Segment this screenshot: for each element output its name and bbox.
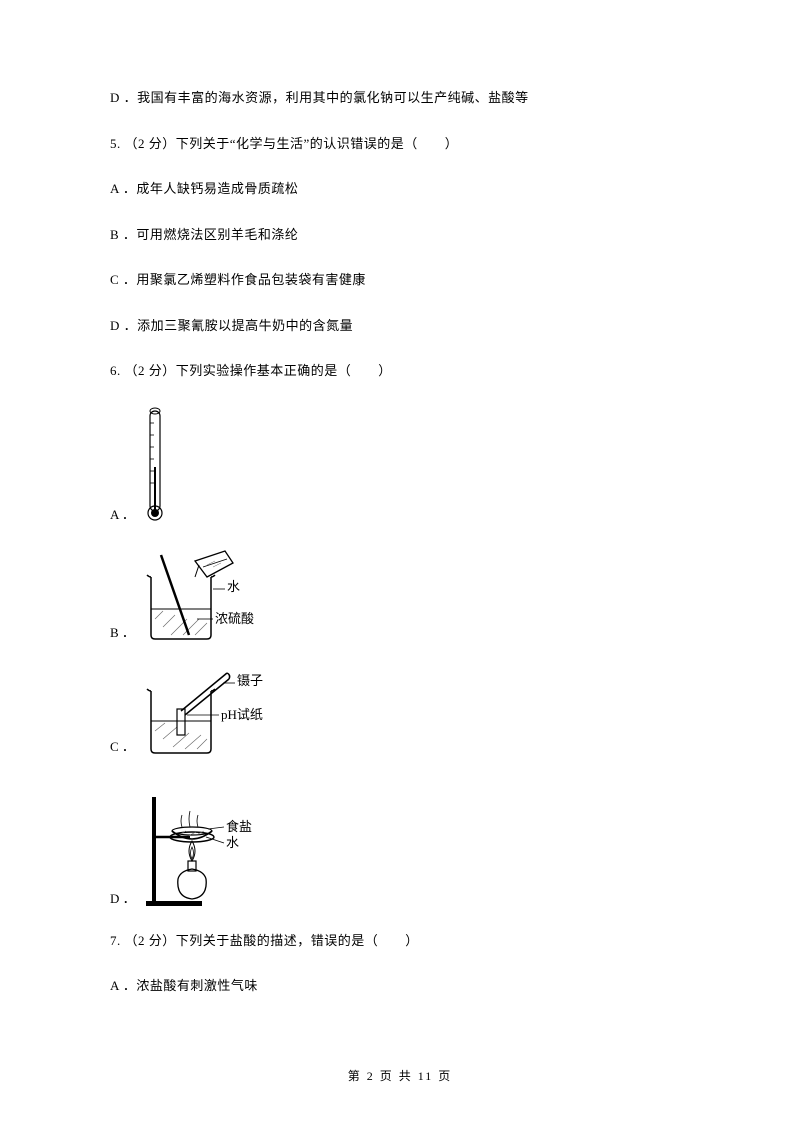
tweezers-label: 镊子: [237, 673, 263, 688]
q5-optC: C ．用聚氯乙烯塑料作食品包装袋有害健康: [110, 270, 690, 290]
q5-stem: 5. （2 分）下列关于“化学与生活”的认识错误的是（ ）: [110, 134, 690, 154]
ph-paper-label: pH试纸: [221, 707, 263, 722]
q7-stem: 7. （2 分）下列关于盐酸的描述，错误的是（ ）: [110, 931, 690, 951]
evaporation-diagram: 食盐 水: [142, 779, 282, 909]
acid-label: 浓硫酸: [215, 611, 254, 626]
water-label: 水: [227, 579, 240, 594]
q7-optA: A ．浓盐酸有刺激性气味: [110, 976, 690, 996]
water-label-d: 水: [226, 835, 239, 850]
q5-optA: A ．成年人缺钙易造成骨质疏松: [110, 179, 690, 199]
q6-optD-label: D ．: [110, 888, 136, 909]
q6-optC-row: C ． 镊子: [110, 665, 690, 757]
salt-label: 食盐: [226, 819, 252, 834]
ph-paper-diagram: 镊子 pH试纸: [141, 665, 301, 757]
q5-optB: B ．可用燃烧法区别羊毛和涤纶: [110, 225, 690, 245]
q6-optB-label: B ．: [110, 622, 135, 643]
dilute-acid-diagram: 水 浓硫酸: [141, 547, 291, 643]
q4-optD: D ．我国有丰富的海水资源，利用其中的氯化钠可以生产纯碱、盐酸等: [110, 88, 690, 108]
q6-optA-label: A ．: [110, 504, 135, 525]
page-footer: 第 2 页 共 11 页: [0, 1067, 800, 1084]
q6-optB-row: B ．: [110, 547, 690, 643]
q6-optC-label: C ．: [110, 736, 135, 757]
q5-optD: D ．添加三聚氰胺以提高牛奶中的含氮量: [110, 316, 690, 336]
q6-optD-row: D ．: [110, 779, 690, 909]
q6-stem: 6. （2 分）下列实验操作基本正确的是（ ）: [110, 361, 690, 381]
thermometer-diagram: [141, 407, 169, 525]
q6-optA-row: A ．: [110, 407, 690, 525]
